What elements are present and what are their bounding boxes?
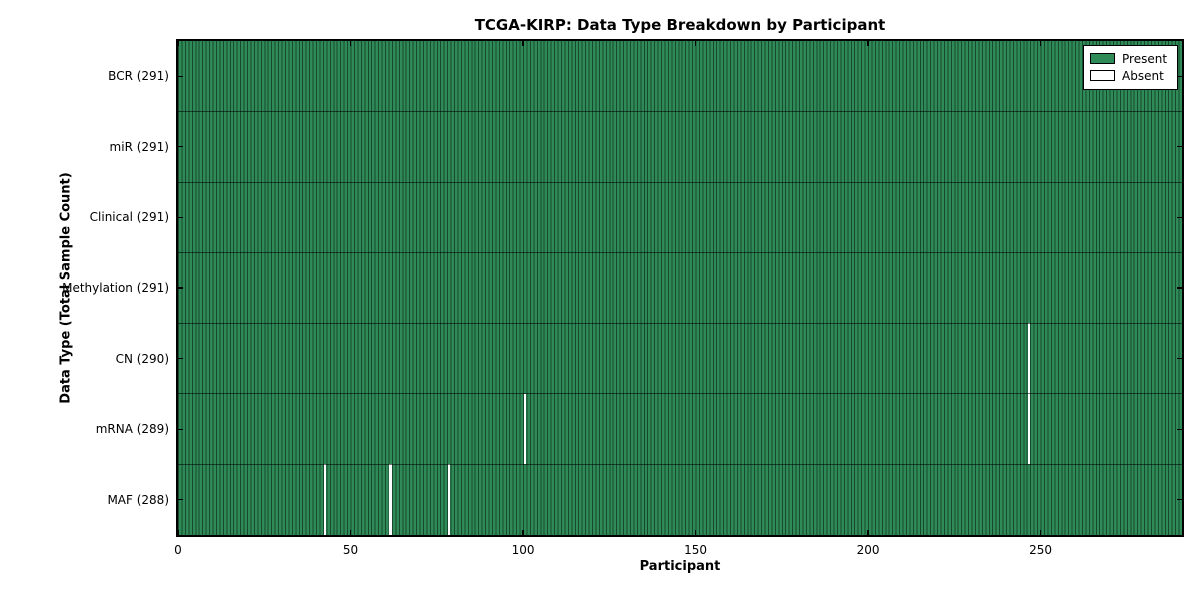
chart-title: TCGA-KIRP: Data Type Breakdown by Partic… xyxy=(474,16,886,34)
x-tick-mark xyxy=(177,530,179,535)
x-tick-mark xyxy=(867,41,869,46)
row-boundary xyxy=(178,111,1182,113)
legend-entry-present: Present xyxy=(1090,50,1171,67)
x-tick-label: 250 xyxy=(1029,543,1052,557)
y-tick-mark xyxy=(1177,428,1182,430)
x-tick-label: 150 xyxy=(684,543,707,557)
y-tick-label: miR (291) xyxy=(109,139,169,154)
y-tick-mark xyxy=(178,75,183,77)
y-tick-mark xyxy=(1177,75,1182,77)
y-tick-mark xyxy=(178,428,183,430)
x-tick-mark xyxy=(1039,530,1042,535)
x-tick-mark xyxy=(1039,41,1042,46)
absent-marker xyxy=(389,464,392,535)
y-tick-label: Methylation (291) xyxy=(62,281,169,295)
y-tick-mark xyxy=(1177,287,1182,289)
y-tick-mark xyxy=(178,216,183,219)
y-tick-mark xyxy=(1177,216,1182,219)
legend-present-swatch-icon xyxy=(1090,53,1115,64)
plot-area xyxy=(176,39,1184,537)
row-boundary xyxy=(178,463,1182,465)
x-tick-mark xyxy=(349,530,352,535)
x-tick-mark xyxy=(349,41,352,46)
y-tick-mark xyxy=(178,146,183,148)
y-tick-label: BCR (291) xyxy=(108,69,169,84)
x-tick-mark xyxy=(694,530,697,535)
x-tick-mark xyxy=(867,530,869,535)
y-tick-mark xyxy=(1177,146,1182,148)
absent-marker xyxy=(323,464,327,535)
row-boundary xyxy=(178,252,1182,254)
y-tick-label: CN (290) xyxy=(115,351,169,366)
y-tick-mark xyxy=(178,499,183,501)
legend-present-label: Present xyxy=(1122,51,1168,66)
y-tick-label: Clinical (291) xyxy=(89,210,169,225)
y-tick-mark xyxy=(1177,499,1182,501)
legend-entry-absent: Absent xyxy=(1090,67,1171,84)
legend-absent-swatch-icon xyxy=(1090,70,1115,81)
absent-marker xyxy=(523,393,527,465)
legend: Present Absent xyxy=(1083,45,1178,90)
y-tick-mark xyxy=(1177,357,1182,360)
x-tick-label: 200 xyxy=(856,543,880,557)
x-tick-mark xyxy=(177,41,179,46)
x-tick-mark xyxy=(694,41,697,46)
x-tick-label: 100 xyxy=(511,543,535,557)
x-tick-label: 0 xyxy=(174,543,182,557)
row-boundary xyxy=(178,181,1182,183)
absent-marker xyxy=(447,464,451,535)
x-tick-label: 50 xyxy=(342,543,359,557)
row-boundary xyxy=(178,393,1182,395)
y-tick-mark xyxy=(178,357,183,360)
y-tick-mark xyxy=(178,287,183,289)
x-tick-mark xyxy=(522,530,524,535)
x-axis-label: Participant xyxy=(639,559,721,574)
y-tick-label: MAF (288) xyxy=(107,492,169,507)
y-tick-label: mRNA (289) xyxy=(95,422,169,437)
x-tick-mark xyxy=(522,41,524,46)
legend-absent-label: Absent xyxy=(1122,68,1164,83)
absent-marker xyxy=(1027,323,1031,394)
row-boundary xyxy=(178,322,1182,324)
absent-marker xyxy=(1027,393,1031,465)
